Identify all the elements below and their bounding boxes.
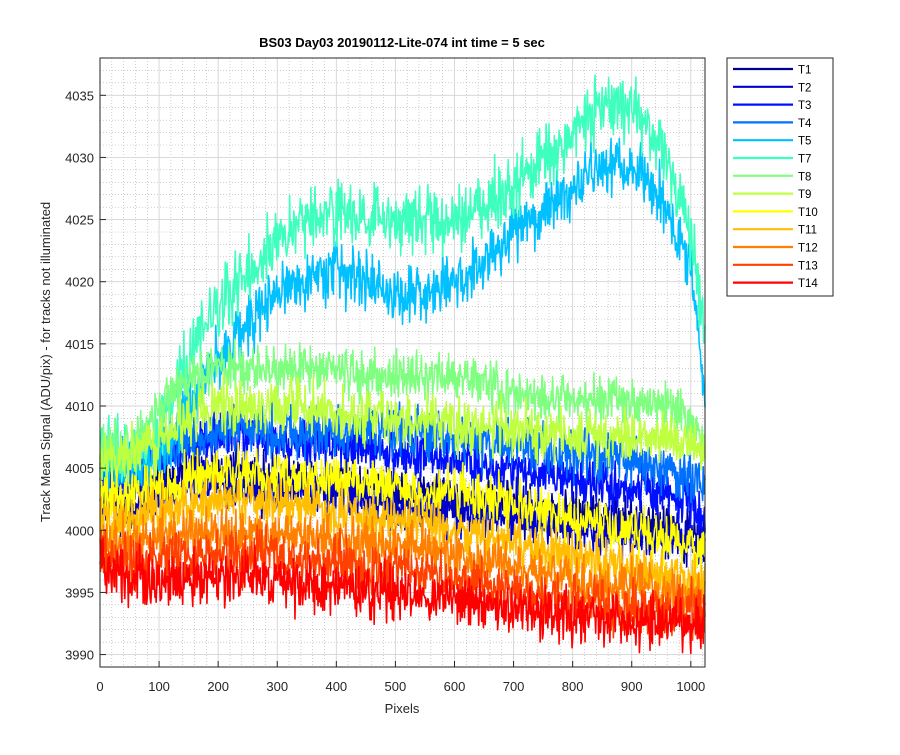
series-line-t13 (99, 523, 706, 641)
y-tick-label: 3995 (65, 585, 94, 600)
x-tick-label: 1000 (676, 679, 705, 694)
series-line-t8 (99, 338, 706, 481)
legend-label: T9 (798, 189, 811, 201)
y-tick-label: 4020 (65, 275, 94, 290)
y-axis-ticks: 3990 3995 4000 4005 4010 4015 4020 4025 4030 4035 (65, 88, 106, 663)
x-tick-label: 900 (621, 679, 643, 694)
legend-label: T13 (798, 260, 818, 272)
series-layer (99, 74, 706, 655)
legend-box (726, 57, 834, 297)
y-tick-label: 4005 (65, 461, 94, 476)
legend: T1 T2 T3 T4 T5 T7 T8 T9 T10 T11 T12 T13 T14 (726, 57, 834, 297)
x-tick-label: 600 (444, 679, 466, 694)
legend-label: T4 (798, 118, 812, 130)
x-tick-label: 0 (96, 679, 103, 694)
y-tick-label: 3990 (65, 648, 94, 663)
x-tick-label: 300 (266, 679, 288, 694)
legend-label: T1 (798, 65, 811, 77)
legend-label: T5 (798, 136, 811, 148)
legend-label: T3 (798, 100, 811, 112)
legend-label: T14 (798, 278, 818, 290)
chart-title: BS03 Day03 20190112-Lite-074 int time = … (259, 35, 545, 50)
legend-items: T1 T2 T3 T4 T5 T7 T8 T9 T10 T11 T12 T13 T14 (733, 65, 818, 290)
legend-label: T12 (798, 243, 818, 255)
series-line-t7 (99, 74, 706, 488)
series-line-t11 (99, 474, 706, 608)
series-line-t14 (99, 537, 706, 655)
x-tick-label: 500 (385, 679, 407, 694)
x-axis-label: Pixels (385, 701, 420, 716)
legend-label: T8 (798, 171, 811, 183)
x-tick-label: 200 (207, 679, 229, 694)
series-line-t9 (99, 371, 706, 487)
legend-label: T7 (798, 154, 811, 166)
x-tick-label: 100 (148, 679, 170, 694)
x-tick-label: 400 (325, 679, 347, 694)
series-line-t10 (99, 442, 706, 574)
legend-label: T11 (798, 225, 817, 237)
plot-area: 0 100 200 300 400 500 600 700 800 900 1000 3990399… (65, 57, 706, 694)
y-axis-label: Track Mean Signal (ADU/pix) - for tracks… (38, 202, 53, 522)
y-tick-label: 4025 (65, 213, 94, 228)
x-axis-ticks: 0 100 200 300 400 500 600 700 800 900 1000 (96, 661, 705, 694)
y-tick-label: 4035 (65, 88, 94, 103)
legend-label: T2 (798, 82, 811, 94)
y-tick-label: 4000 (65, 523, 94, 538)
y-tick-label: 4030 (65, 150, 94, 165)
plot-frame (99, 57, 706, 668)
x-tick-label: 800 (562, 679, 584, 694)
y-tick-label: 4010 (65, 399, 94, 414)
y-tick-label: 4015 (65, 337, 94, 352)
x-tick-label: 700 (503, 679, 525, 694)
legend-label: T10 (798, 207, 818, 219)
